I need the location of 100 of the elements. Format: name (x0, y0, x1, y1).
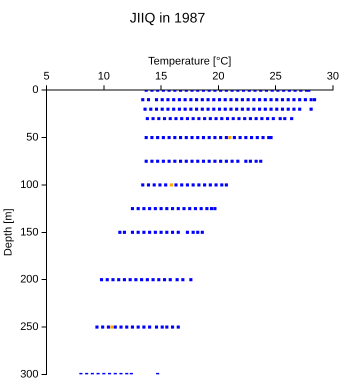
point (100, 278, 104, 282)
point (232, 136, 236, 140)
point (195, 98, 198, 102)
point (235, 108, 238, 111)
point (240, 98, 244, 102)
point (258, 108, 262, 111)
point (213, 136, 216, 140)
point (95, 325, 99, 329)
point (290, 117, 294, 120)
point (190, 136, 194, 140)
point (170, 325, 174, 329)
point (118, 230, 122, 234)
point (269, 98, 273, 102)
point (184, 98, 187, 102)
point (160, 108, 164, 111)
point (142, 230, 146, 234)
point (149, 108, 152, 111)
point (224, 98, 227, 102)
point (157, 278, 160, 282)
point (186, 230, 189, 234)
point (212, 98, 216, 102)
point (152, 278, 155, 282)
point (186, 183, 189, 186)
point (122, 230, 126, 234)
point (197, 183, 200, 186)
point (134, 278, 138, 282)
point (144, 160, 148, 163)
point (142, 207, 146, 210)
point (114, 325, 117, 329)
point (168, 136, 171, 140)
point (286, 108, 290, 111)
point (226, 117, 230, 120)
point (203, 183, 206, 186)
point (202, 136, 206, 140)
point (111, 278, 115, 282)
point (304, 98, 307, 102)
point (196, 230, 200, 234)
point (146, 98, 150, 102)
point (150, 136, 154, 140)
y-tick-label: 300 (20, 368, 39, 380)
point (310, 108, 313, 111)
point (176, 325, 180, 329)
point (206, 98, 210, 102)
point (292, 108, 296, 111)
point (106, 278, 109, 282)
point (173, 136, 176, 140)
point (152, 117, 155, 120)
point (189, 98, 192, 102)
point (152, 183, 156, 186)
point (160, 230, 163, 234)
point (148, 325, 152, 329)
point (168, 117, 172, 120)
point (136, 325, 140, 329)
point (101, 325, 104, 329)
point (178, 108, 181, 111)
point (258, 98, 262, 102)
point (141, 98, 144, 102)
point (269, 136, 273, 140)
point (232, 117, 235, 120)
point (264, 98, 267, 102)
point (173, 160, 176, 163)
point (259, 160, 262, 163)
point (237, 117, 241, 120)
point (248, 117, 252, 120)
point (261, 136, 265, 140)
point (266, 117, 270, 120)
point (200, 230, 204, 234)
point (264, 108, 267, 111)
point (214, 117, 218, 120)
point (310, 98, 313, 102)
point (189, 108, 192, 111)
point (228, 136, 232, 140)
point (192, 183, 195, 186)
point (166, 98, 170, 102)
point (220, 117, 224, 120)
point (313, 98, 316, 102)
point (130, 207, 134, 210)
point (165, 325, 168, 329)
x-tick-label: 5 (43, 70, 50, 83)
point (186, 117, 189, 120)
point (192, 117, 195, 120)
point (146, 183, 150, 186)
point (156, 160, 160, 163)
point (130, 230, 134, 234)
point (176, 278, 179, 282)
x-tick-label: 10 (98, 70, 110, 83)
point (136, 207, 140, 210)
point (122, 278, 126, 282)
point (243, 117, 246, 120)
x-tick-label: 30 (326, 70, 340, 83)
point (128, 278, 132, 282)
point (176, 230, 180, 234)
point (174, 117, 178, 120)
point (168, 278, 172, 282)
point (150, 160, 154, 163)
point (174, 183, 178, 186)
point (220, 183, 224, 186)
point (235, 98, 238, 102)
point (252, 98, 256, 102)
point (219, 136, 222, 140)
